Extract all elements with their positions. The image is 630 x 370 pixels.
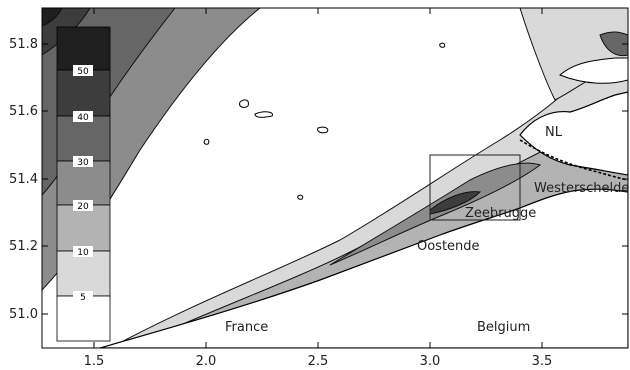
label-france: France: [225, 320, 268, 335]
legend-colorbar: 50 40 30 20 10 5: [56, 26, 111, 342]
plot-frame: [41, 7, 629, 349]
depth-band-sandbank: [329, 162, 542, 266]
small-contour-1: [239, 99, 249, 108]
depth-band-right-dark: [599, 31, 628, 57]
y-tick-label: 51.4: [9, 172, 38, 187]
label-belgium: Belgium: [477, 320, 530, 335]
land-island: [559, 57, 628, 84]
coastline-dashed: [519, 139, 628, 181]
label-westerschelde: Westerschelde: [534, 181, 629, 196]
y-axis: [42, 43, 628, 315]
map-plot-area: [42, 8, 628, 348]
small-contour-6: [439, 42, 446, 48]
small-contour-4: [203, 138, 210, 145]
label-oostende: Oostende: [417, 239, 480, 254]
x-tick-label: 3.0: [420, 354, 441, 369]
y-tick-label: 51.6: [9, 104, 38, 119]
legend-label-10: 10: [77, 248, 89, 258]
x-axis: [93, 8, 543, 348]
legend-label-5: 5: [80, 293, 86, 303]
depth-band-deep-pit: [429, 191, 482, 215]
x-tick-label: 2.5: [308, 354, 329, 369]
label-nl: NL: [545, 125, 563, 140]
x-tick-label: 1.5: [84, 354, 105, 369]
small-contour-2: [254, 111, 274, 118]
x-tick-label: 2.0: [196, 354, 217, 369]
y-tick-label: 51.0: [9, 307, 38, 322]
y-tick-label: 51.8: [9, 37, 38, 52]
legend-label-30: 30: [77, 158, 89, 168]
legend-label-50: 50: [77, 67, 89, 77]
label-zeebrugge: Zeebrugge: [465, 206, 536, 221]
small-contour-5: [297, 194, 304, 200]
x-tick-label: 3.5: [532, 354, 553, 369]
land-coast: [99, 188, 628, 348]
small-contour-3: [317, 126, 329, 134]
y-tick-label: 51.2: [9, 239, 38, 254]
study-area-box: [429, 154, 521, 221]
legend-label-40: 40: [77, 113, 89, 123]
legend-label-20: 20: [77, 202, 89, 212]
